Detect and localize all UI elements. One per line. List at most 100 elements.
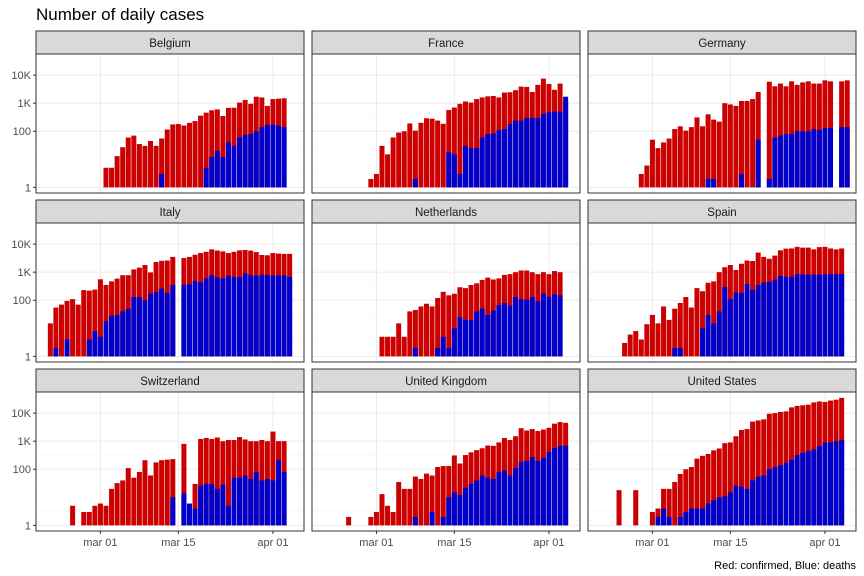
bar-deaths — [738, 293, 744, 357]
y-tick-label: 1K — [18, 267, 32, 279]
bar-confirmed — [97, 279, 103, 357]
y-tick-label: 1K — [18, 436, 32, 448]
bar-confirmed — [125, 137, 131, 188]
bar-deaths — [828, 274, 834, 357]
bar-confirmed — [683, 469, 689, 526]
bar-deaths — [490, 478, 496, 526]
bar-deaths — [833, 441, 839, 526]
bar-deaths — [507, 124, 513, 188]
bar-confirmed — [716, 121, 722, 188]
bar-deaths — [259, 127, 265, 188]
bar-deaths — [700, 508, 706, 526]
bar-confirmed — [457, 463, 463, 526]
bar-deaths — [661, 508, 667, 526]
x-tick-label: mar 15 — [161, 537, 195, 549]
bar-confirmed — [677, 126, 683, 188]
bar-confirmed — [401, 131, 407, 188]
bar-deaths — [738, 486, 744, 526]
facet-label: United States — [687, 376, 756, 388]
bar-confirmed — [435, 467, 441, 526]
bar-deaths — [281, 275, 287, 357]
bar-deaths — [501, 129, 507, 188]
bar-confirmed — [462, 101, 468, 188]
bar-deaths — [120, 311, 126, 357]
bar-deaths — [440, 516, 446, 526]
bar-deaths — [259, 480, 265, 526]
bar-confirmed — [97, 503, 103, 526]
bar-deaths — [457, 495, 463, 526]
bar-deaths — [248, 274, 254, 357]
bar-confirmed — [451, 293, 457, 357]
bar-deaths — [192, 280, 198, 357]
facet-panels: Belgium 1 100 1K 10K France Germany Italy 1 100 1K… — [11, 30, 857, 549]
bar-deaths — [97, 336, 103, 357]
chart-title: Number of daily cases — [36, 5, 204, 24]
bar-deaths — [540, 293, 546, 357]
y-tick-label: 100 — [13, 464, 31, 476]
facet-spain: Spain — [587, 199, 857, 363]
bar-deaths — [462, 487, 468, 526]
y-tick-label: 10K — [11, 239, 31, 251]
bar-confirmed — [716, 448, 722, 526]
bar-confirmed — [661, 306, 667, 357]
facet-switzerland: Switzerland 1 100 1K 10K mar 01 mar 15 apr 01 — [11, 368, 305, 549]
bar-confirmed — [396, 323, 402, 357]
bar-deaths — [248, 133, 254, 188]
bar-deaths — [833, 274, 839, 357]
bar-deaths — [727, 299, 733, 357]
bar-confirmed — [694, 288, 700, 357]
bar-deaths — [231, 276, 237, 357]
bar-confirmed — [175, 124, 181, 188]
bar-confirmed — [429, 118, 435, 188]
bar-deaths — [816, 274, 822, 357]
bar-deaths — [705, 314, 711, 357]
bar-deaths — [552, 448, 558, 526]
bar-confirmed — [694, 458, 700, 526]
bar-deaths — [816, 446, 822, 526]
bar-deaths — [518, 299, 524, 357]
y-tick-label: 100 — [13, 126, 31, 138]
bar-deaths — [474, 311, 480, 357]
panel-border — [311, 53, 581, 194]
bar-deaths — [468, 319, 474, 357]
bar-deaths — [153, 291, 159, 357]
bar-deaths — [198, 485, 204, 526]
bar-deaths — [109, 315, 115, 357]
bar-deaths — [225, 505, 231, 526]
bar-confirmed — [412, 309, 418, 357]
bar-deaths — [479, 137, 485, 188]
panel-border — [587, 53, 857, 194]
bar-deaths — [242, 134, 248, 188]
bar-deaths — [789, 276, 795, 357]
bar-deaths — [755, 284, 761, 357]
bar-deaths — [159, 173, 165, 188]
bar-confirmed — [429, 306, 435, 357]
bar-deaths — [805, 131, 811, 188]
chart-caption: Red: confirmed, Blue: deaths — [714, 560, 856, 572]
bar-deaths — [822, 128, 828, 188]
bars — [346, 422, 569, 526]
bar-confirmed — [125, 468, 131, 526]
bar-confirmed — [468, 102, 474, 188]
bar-deaths — [181, 284, 187, 357]
bar-deaths — [270, 124, 276, 188]
bar-deaths — [225, 142, 231, 188]
bar-deaths — [446, 497, 452, 526]
bar-confirmed — [688, 467, 694, 526]
bars — [622, 246, 845, 357]
bar-confirmed — [700, 291, 706, 357]
bar-confirmed — [373, 511, 379, 526]
bar-deaths — [86, 339, 92, 357]
bar-confirmed — [700, 455, 706, 526]
bar-deaths — [181, 493, 187, 526]
bar-confirmed — [633, 331, 639, 357]
bar-deaths — [789, 459, 795, 526]
bar-deaths — [800, 131, 806, 188]
bar-deaths — [513, 120, 519, 188]
bar-deaths — [485, 477, 491, 526]
bar-confirmed — [407, 123, 413, 188]
bar-deaths — [705, 503, 711, 526]
bar-deaths — [270, 275, 276, 357]
bar-confirmed — [385, 336, 391, 357]
bar-deaths — [805, 274, 811, 357]
